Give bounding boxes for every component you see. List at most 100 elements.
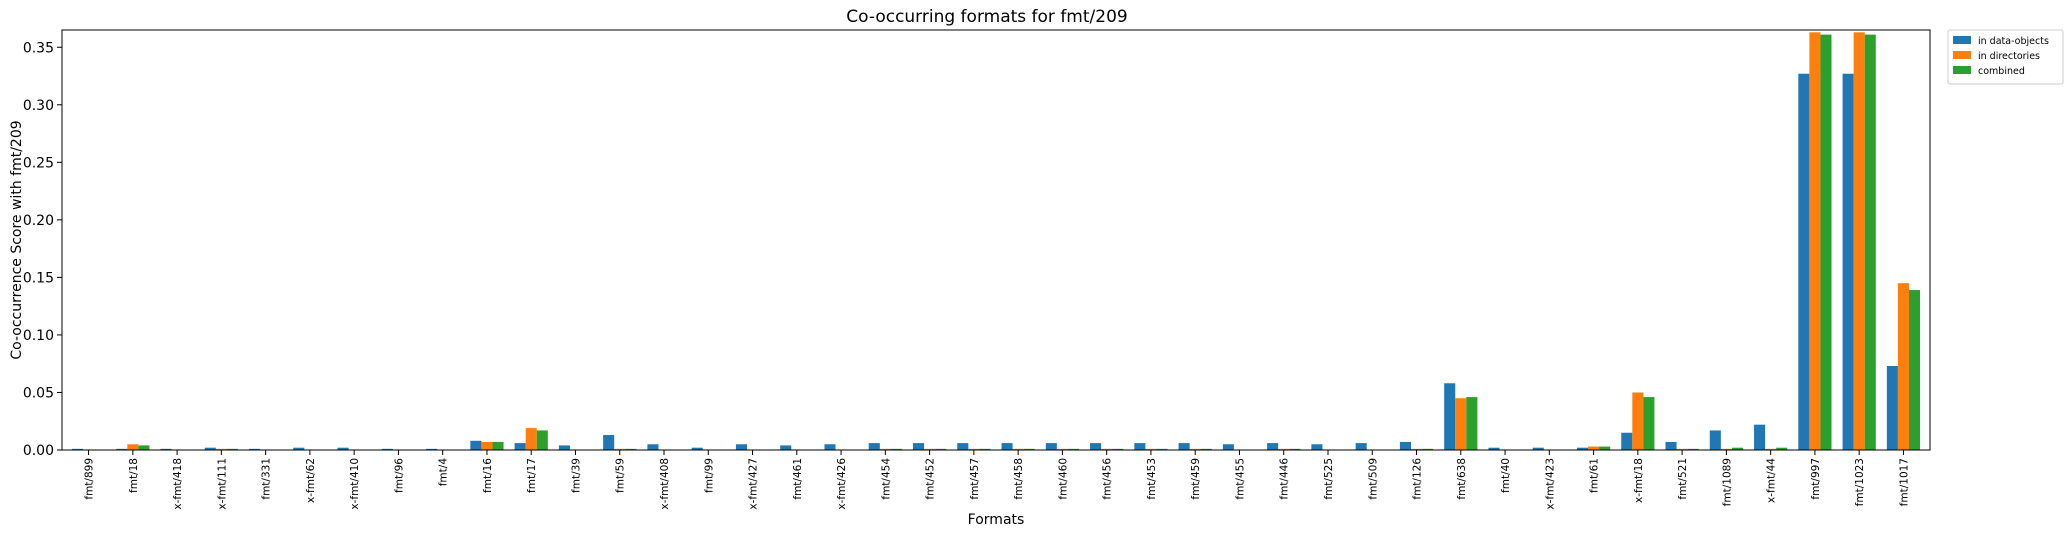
x-tick-label: fmt/96 (393, 458, 405, 493)
bar-in-data-objects-fmt/126 (1399, 441, 1411, 450)
legend-label: in data-objects (1978, 36, 2049, 47)
bar-in-data-objects-fmt/461 (780, 445, 792, 450)
bar-combined-x-fmt/18 (1643, 397, 1655, 450)
x-tick-label: fmt/461 (792, 458, 804, 500)
bar-in-directories-fmt/997 (1809, 32, 1821, 451)
bar-combined-fmt/453 (1156, 448, 1168, 450)
x-tick-label: fmt/59 (615, 458, 627, 493)
x-tick-label: x-fmt/44 (1766, 458, 1778, 503)
bar-combined-fmt/457 (979, 448, 991, 450)
x-tick-label: fmt/452 (925, 458, 937, 500)
x-tick-label: fmt/4 (438, 458, 450, 487)
bar-in-directories-fmt/459 (1189, 448, 1201, 450)
x-tick-label: x-fmt/111 (216, 458, 228, 510)
bar-combined-fmt/460 (1067, 448, 1079, 450)
bar-combined-fmt/638 (1466, 397, 1478, 450)
bar-in-directories-x-fmt/111 (215, 448, 227, 450)
bar-in-data-objects-fmt/4 (426, 448, 438, 450)
y-axis: 0.00 0.05 0.10 0.15 0.20 0.25 0.30 0.35 (23, 40, 62, 459)
bar-in-directories-fmt/59 (614, 448, 626, 450)
x-tick-label: fmt/126 (1412, 458, 1424, 500)
x-tick-label: fmt/446 (1279, 458, 1291, 500)
bar-in-data-objects-fmt/39 (558, 445, 570, 450)
bar-combined-fmt/18 (138, 445, 150, 450)
bar-in-data-objects-fmt/59 (603, 435, 615, 450)
legend-label: combined (1978, 66, 2025, 77)
bar-in-data-objects-fmt/459 (1178, 443, 1190, 450)
bar-in-data-objects-fmt/453 (1134, 443, 1146, 450)
bar-in-directories-fmt/457 (968, 448, 980, 450)
x-tick-label: fmt/40 (1500, 458, 1512, 493)
bar-in-data-objects-x-fmt/44 (1754, 424, 1766, 450)
bar-in-directories-fmt/16 (481, 441, 493, 450)
bar-combined-fmt/126 (1422, 448, 1434, 450)
x-tick-label: fmt/99 (703, 458, 715, 493)
bar-in-data-objects-fmt/456 (1090, 443, 1102, 450)
x-tick-label: fmt/39 (570, 458, 582, 493)
bar-combined-fmt/521 (1687, 448, 1699, 450)
y-tick-label: 0.30 (23, 98, 54, 114)
legend-box (1947, 29, 2064, 85)
x-tick-label: fmt/509 (1367, 458, 1379, 500)
x-tick-label: fmt/1023 (1854, 458, 1866, 506)
x-tick-label: fmt/16 (482, 458, 494, 493)
bar-in-data-objects-fmt/16 (470, 440, 482, 450)
bar-in-data-objects-fmt/331 (249, 448, 261, 450)
bar-combined-fmt/458 (1023, 448, 1035, 450)
bar-in-data-objects-fmt/521 (1665, 441, 1677, 450)
bar-in-directories-fmt/1017 (1897, 283, 1909, 450)
x-tick-label: x-fmt/62 (305, 458, 317, 503)
legend: in data-objects in directories combined (1947, 29, 2064, 85)
bar-combined-fmt/446 (1289, 448, 1301, 450)
bar-combined-fmt/1023 (1864, 34, 1876, 450)
x-tick-label: fmt/1017 (1898, 458, 1910, 506)
x-tick-label: x-fmt/427 (748, 458, 760, 510)
y-tick-label: 0.20 (23, 213, 54, 229)
x-tick-label: fmt/455 (1234, 458, 1246, 500)
bar-in-data-objects-fmt/1017 (1886, 366, 1898, 450)
bar-combined-fmt/16 (492, 441, 504, 450)
bar-combined-x-fmt/111 (226, 448, 238, 450)
bar-in-data-objects-fmt/525 (1311, 444, 1323, 450)
x-tick-label: fmt/521 (1677, 458, 1689, 500)
x-tick-label: fmt/453 (1146, 458, 1158, 500)
legend-swatch (1953, 36, 1971, 44)
bar-in-directories-fmt/454 (879, 448, 891, 450)
bar-in-directories-fmt/18 (127, 444, 139, 450)
bar-combined-fmt/459 (1200, 448, 1212, 450)
bar-in-data-objects-x-fmt/410 (337, 447, 349, 450)
bar-in-data-objects-x-fmt/111 (204, 447, 216, 450)
bar-in-directories-fmt/521 (1676, 448, 1688, 450)
x-tick-label: x-fmt/18 (1633, 458, 1645, 503)
bar-combined-x-fmt/44 (1776, 447, 1788, 450)
bar-in-data-objects-x-fmt/62 (293, 447, 305, 450)
bar-in-data-objects-fmt/509 (1355, 443, 1367, 450)
y-tick-label: 0.00 (23, 443, 54, 459)
bar-in-directories-fmt/452 (924, 448, 936, 450)
y-tick-label: 0.15 (23, 270, 54, 286)
x-tick-label: x-fmt/426 (836, 458, 848, 510)
x-tick-label: x-fmt/408 (659, 458, 671, 510)
bar-in-data-objects-x-fmt/408 (647, 444, 659, 450)
y-tick-label: 0.10 (23, 328, 54, 344)
x-tick-label: fmt/899 (84, 458, 96, 500)
x-tick-label: x-fmt/410 (349, 458, 361, 510)
bar-in-data-objects-fmt/454 (868, 443, 880, 450)
chart-title: Co-occurring formats for fmt/209 (846, 7, 1127, 27)
bar-in-data-objects-fmt/446 (1267, 443, 1279, 450)
x-axis: fmt/899 fmt/18 x-fmt/418 x-fmt/111 fmt/331 x-… (84, 450, 1910, 510)
bar-in-data-objects-fmt/638 (1444, 383, 1456, 450)
bar-combined-fmt/997 (1820, 34, 1832, 450)
x-tick-label: fmt/460 (1057, 458, 1069, 500)
bar-in-directories-fmt/460 (1056, 448, 1068, 450)
x-tick-label: x-fmt/423 (1544, 458, 1556, 510)
y-axis-label: Co-occurrence Score with fmt/209 (9, 120, 25, 359)
bar-in-data-objects-fmt/1089 (1709, 430, 1721, 450)
bar-in-directories-fmt/126 (1410, 448, 1423, 450)
bar-in-data-objects-fmt/61 (1576, 447, 1589, 450)
bar-in-directories-fmt/638 (1455, 398, 1467, 450)
x-tick-label: fmt/61 (1589, 458, 1601, 493)
bar-combined-fmt/17 (536, 430, 548, 450)
bar-in-directories-x-fmt/44 (1765, 448, 1777, 450)
